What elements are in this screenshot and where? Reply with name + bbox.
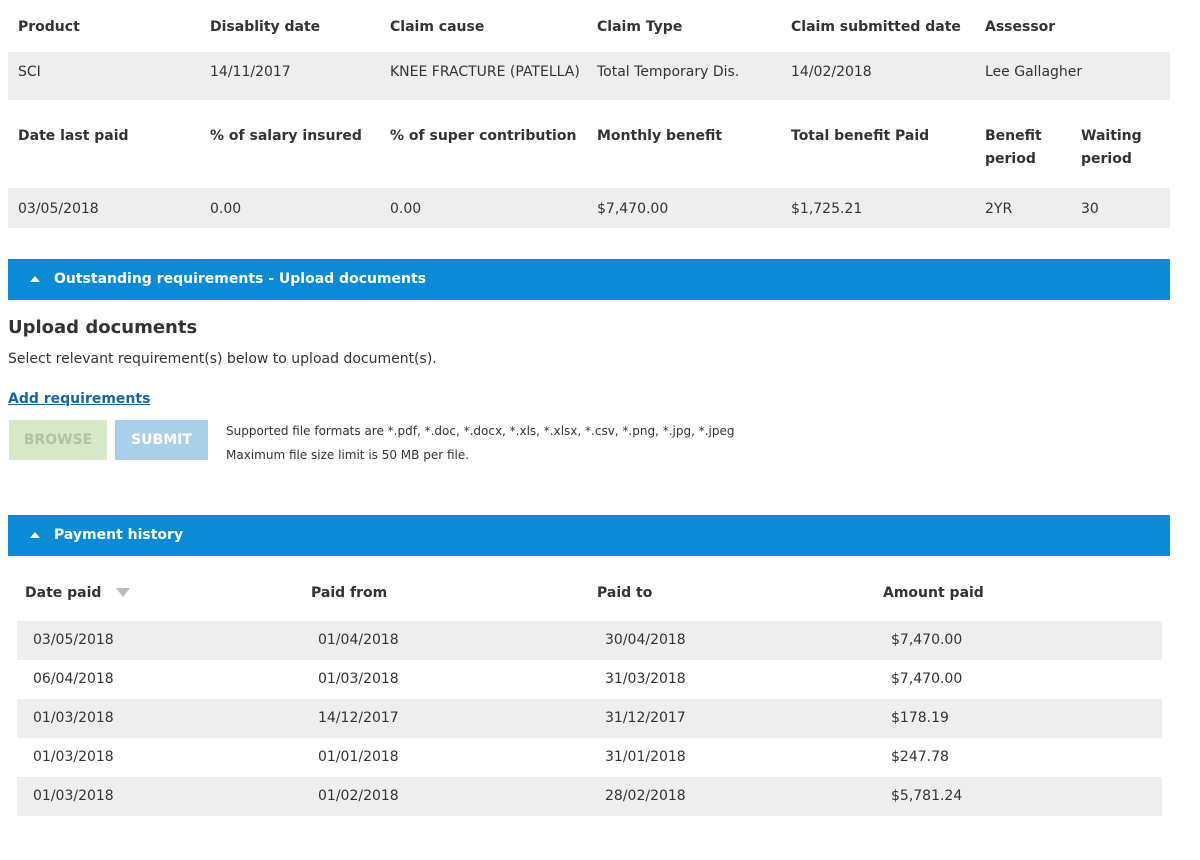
cell: 06/04/2018 [33,671,114,687]
row-bg [17,699,1162,738]
column-header: Total benefit Paid [791,128,930,144]
cell: 14/12/2017 [318,710,399,726]
cell: 01/02/2018 [318,788,399,804]
panel-title: Payment history [54,527,184,543]
requirements-toggle[interactable]: Outstanding requirements - Upload docume… [8,259,1170,300]
file-format-note: Supported file formats are *.pdf, *.doc,… [226,424,735,438]
cell: KNEE FRACTURE (PATELLA) [390,64,580,80]
row-bg [8,188,1170,228]
panel-title: Outstanding requirements - Upload docume… [54,271,427,287]
row-bg [17,621,1162,660]
cell: $247.78 [891,749,949,765]
cell: Total Temporary Dis. [597,64,740,80]
cell: 30 [1081,201,1099,217]
cell: 14/02/2018 [791,64,872,80]
cell: 28/02/2018 [605,788,686,804]
column-header: Paid from [311,585,388,601]
column-header: Claim cause [390,19,485,35]
cell: Lee Gallagher [985,64,1083,80]
column-header: Monthly benefit [597,128,723,144]
browse-button[interactable]: BROWSE [9,420,107,460]
cell: 0.00 [390,201,422,217]
column-header: Amount paid [883,585,984,601]
file-size-note: Maximum file size limit is 50 MB per fil… [226,448,470,462]
collapse-icon [30,276,40,282]
cell: 2YR [985,201,1013,217]
cell: 01/03/2018 [33,710,114,726]
cell: SCI [18,64,41,80]
column-header: Waiting period [1081,128,1142,167]
cell: 14/11/2017 [210,64,291,80]
instruction: Select relevant requirement(s) below to … [8,351,437,367]
sort-icon[interactable] [116,588,130,597]
add-requirements-link[interactable]: Add requirements [8,391,151,407]
cell: 31/12/2017 [605,710,686,726]
row-bg [17,777,1162,816]
cell: 03/05/2018 [33,632,114,648]
column-header: Disablity date [210,19,321,35]
collapse-icon [30,532,40,538]
cell: 01/01/2018 [318,749,399,765]
column-header: Date last paid [18,128,129,144]
row-bg [8,52,1170,100]
cell: 01/03/2018 [33,749,114,765]
cell: $7,470.00 [597,201,669,217]
column-header: Claim submitted date [791,19,961,35]
cell: $178.19 [891,710,949,726]
payment-history-toggle[interactable]: Payment history [8,515,1170,556]
cell: 31/03/2018 [605,671,686,687]
cell: $5,781.24 [891,788,963,804]
cell: 01/03/2018 [318,671,399,687]
cell: 03/05/2018 [18,201,99,217]
submit-button[interactable]: SUBMIT [115,420,208,460]
section-heading: Upload documents [8,317,198,338]
column-header[interactable]: Date paid [25,585,102,601]
cell: 01/04/2018 [318,632,399,648]
column-header: % of salary insured [210,128,362,144]
column-header: % of super contribution [390,128,577,144]
cell: $7,470.00 [891,632,963,648]
column-header: Paid to [597,585,653,601]
cell: $1,725.21 [791,201,863,217]
cell: 0.00 [210,201,242,217]
cell: 01/03/2018 [33,788,114,804]
cell: 30/04/2018 [605,632,686,648]
cell: 31/01/2018 [605,749,686,765]
column-header: Assessor [985,19,1056,35]
column-header: Benefit period [985,128,1042,167]
column-header: Claim Type [597,19,683,35]
cell: $7,470.00 [891,671,963,687]
column-header: Product [18,19,80,35]
